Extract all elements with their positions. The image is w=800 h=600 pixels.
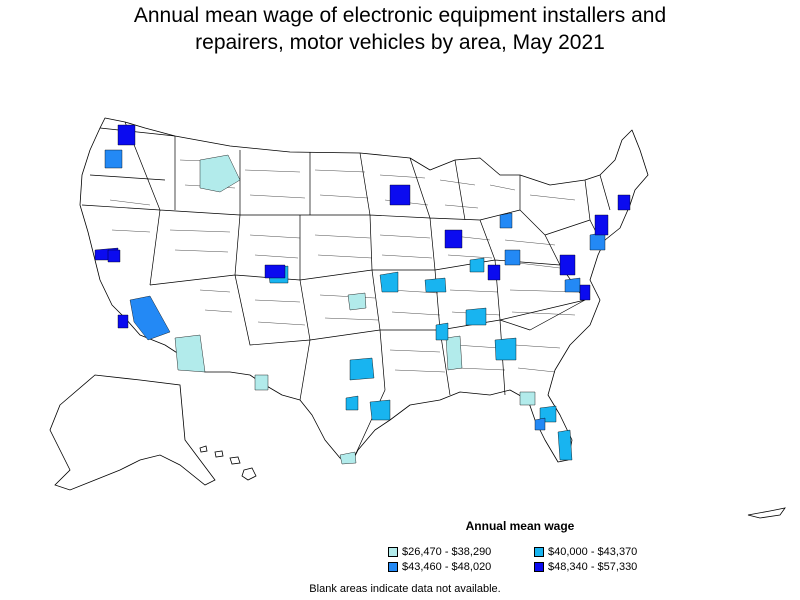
- footnote: Blank areas indicate data not available.: [309, 583, 501, 595]
- legend-label-range-2: $40,000 - $43,370: [548, 546, 638, 558]
- legend-swatch-range-3: [388, 562, 398, 572]
- map-title: Annual mean wage of electronic equipment…: [0, 2, 800, 56]
- legend-swatch-range-2: [534, 547, 544, 557]
- legend-label-range-4: $48,340 - $57,330: [548, 561, 638, 573]
- legend-swatch-range-1: [388, 547, 398, 557]
- contiguous-us-outline: [79, 117, 649, 463]
- hawaii-islands: [199, 445, 257, 481]
- legend-item-range-4: $48,340 - $57,330: [534, 561, 637, 573]
- areas-range-2: [267, 257, 573, 461]
- legend-swatch-range-4: [534, 562, 544, 572]
- areas-range-4: [94, 124, 631, 329]
- map-title-line-2: repairers, motor vehicles by area, May 2…: [195, 31, 605, 54]
- map-title-line-1: Annual mean wage of electronic equipment…: [133, 4, 667, 27]
- state-borders: [81, 121, 611, 463]
- areas-range-1: [174, 154, 536, 465]
- legend-item-range-1: $26,470 - $38,290: [388, 546, 491, 558]
- legend-item-range-3: $43,460 - $48,020: [388, 561, 491, 573]
- areas-range-3: [104, 149, 606, 431]
- puerto-rico-outline: [747, 507, 786, 519]
- legend-label-range-1: $26,470 - $38,290: [402, 546, 492, 558]
- legend-item-range-2: $40,000 - $43,370: [534, 546, 637, 558]
- legend-title: Annual mean wage: [465, 519, 575, 533]
- legend-label-range-3: $43,460 - $48,020: [402, 561, 492, 573]
- alaska-outline: [49, 374, 216, 491]
